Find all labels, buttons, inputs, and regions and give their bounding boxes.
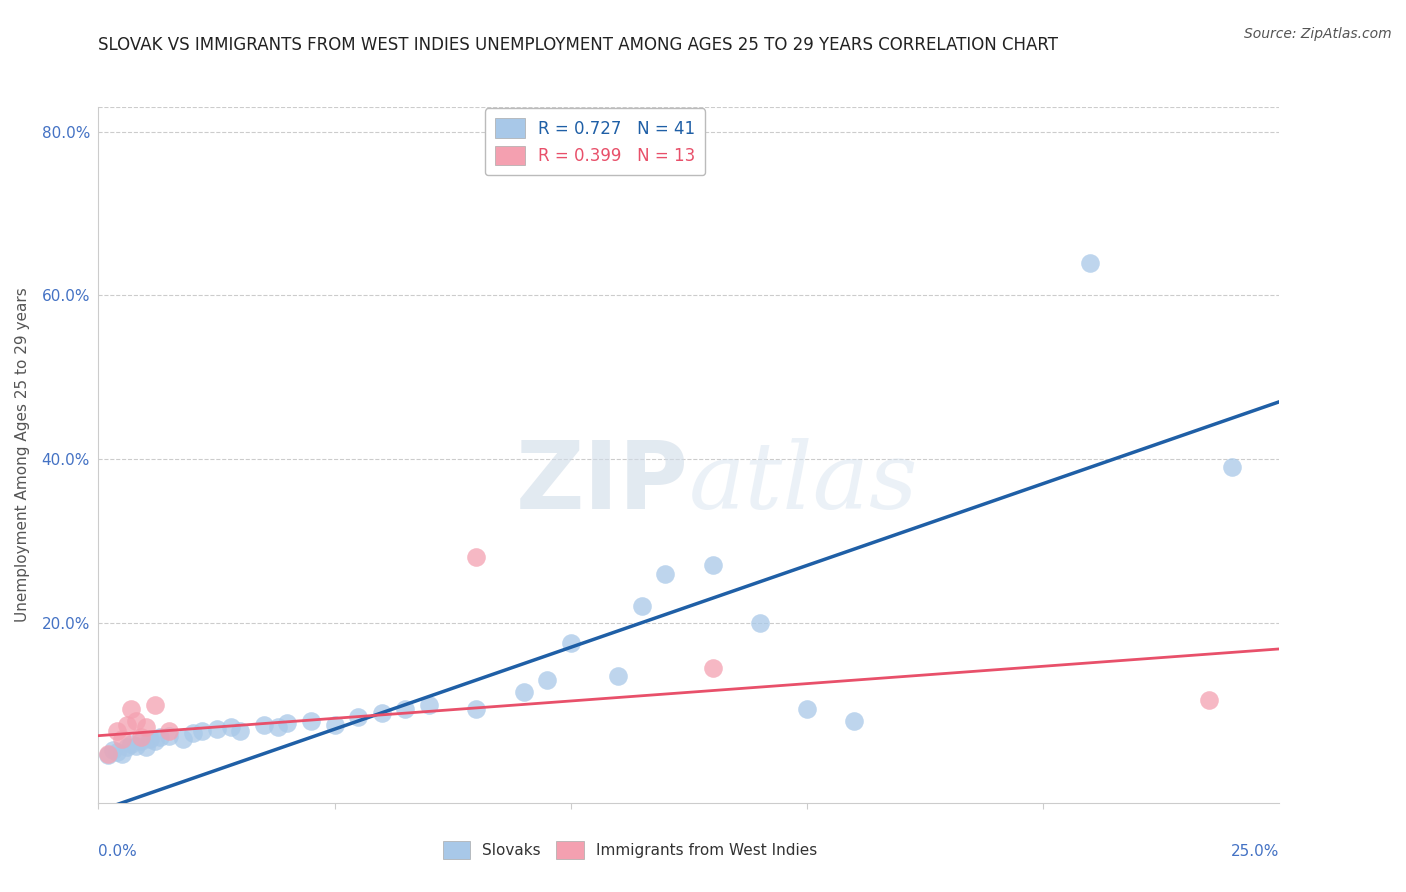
Point [267, 721, 290, 735]
Point [229, 723, 252, 738]
Point [702, 558, 724, 573]
Text: 25.0%: 25.0% [1232, 844, 1279, 859]
Y-axis label: Unemployment Among Ages 25 to 29 years: Unemployment Among Ages 25 to 29 years [15, 287, 31, 623]
Text: Source: ZipAtlas.com: Source: ZipAtlas.com [1244, 27, 1392, 41]
Point [129, 734, 152, 748]
Point [101, 742, 124, 756]
Point [465, 550, 488, 565]
Point [157, 729, 180, 743]
Text: 0.0%: 0.0% [98, 844, 138, 859]
Point [418, 698, 440, 712]
Legend: Slovaks, Immigrants from West Indies: Slovaks, Immigrants from West Indies [436, 835, 824, 864]
Point [97, 747, 120, 761]
Point [512, 685, 534, 699]
Point [607, 669, 630, 683]
Point [135, 721, 157, 735]
Point [844, 714, 866, 728]
Point [125, 714, 148, 728]
Point [191, 723, 214, 738]
Point [121, 737, 143, 751]
Text: atlas: atlas [689, 438, 918, 528]
Point [253, 718, 276, 732]
Point [394, 701, 416, 715]
Point [129, 731, 152, 745]
Point [149, 731, 172, 745]
Text: ZIP: ZIP [516, 437, 689, 529]
Point [111, 731, 134, 746]
Point [111, 747, 134, 761]
Point [205, 722, 228, 736]
Point [135, 740, 157, 755]
Point [1080, 255, 1102, 269]
Point [560, 636, 582, 650]
Point [219, 721, 242, 735]
Point [630, 599, 652, 614]
Point [121, 701, 143, 715]
Point [143, 734, 166, 748]
Point [276, 715, 298, 730]
Point [115, 718, 138, 732]
Point [105, 723, 128, 738]
Point [702, 661, 724, 675]
Point [97, 748, 120, 763]
Point [143, 698, 166, 712]
Point [115, 740, 138, 755]
Point [536, 673, 558, 687]
Point [172, 731, 194, 746]
Point [105, 745, 128, 759]
Point [1198, 693, 1220, 707]
Point [347, 710, 370, 724]
Point [1220, 460, 1243, 475]
Point [465, 701, 488, 715]
Text: SLOVAK VS IMMIGRANTS FROM WEST INDIES UNEMPLOYMENT AMONG AGES 25 TO 29 YEARS COR: SLOVAK VS IMMIGRANTS FROM WEST INDIES UN… [98, 36, 1059, 54]
Point [125, 739, 148, 753]
Point [371, 706, 394, 720]
Point [654, 566, 676, 581]
Point [299, 714, 322, 728]
Point [181, 726, 204, 740]
Point [748, 615, 770, 630]
Point [157, 723, 180, 738]
Point [796, 701, 818, 715]
Point [323, 718, 346, 732]
Point [139, 731, 162, 746]
